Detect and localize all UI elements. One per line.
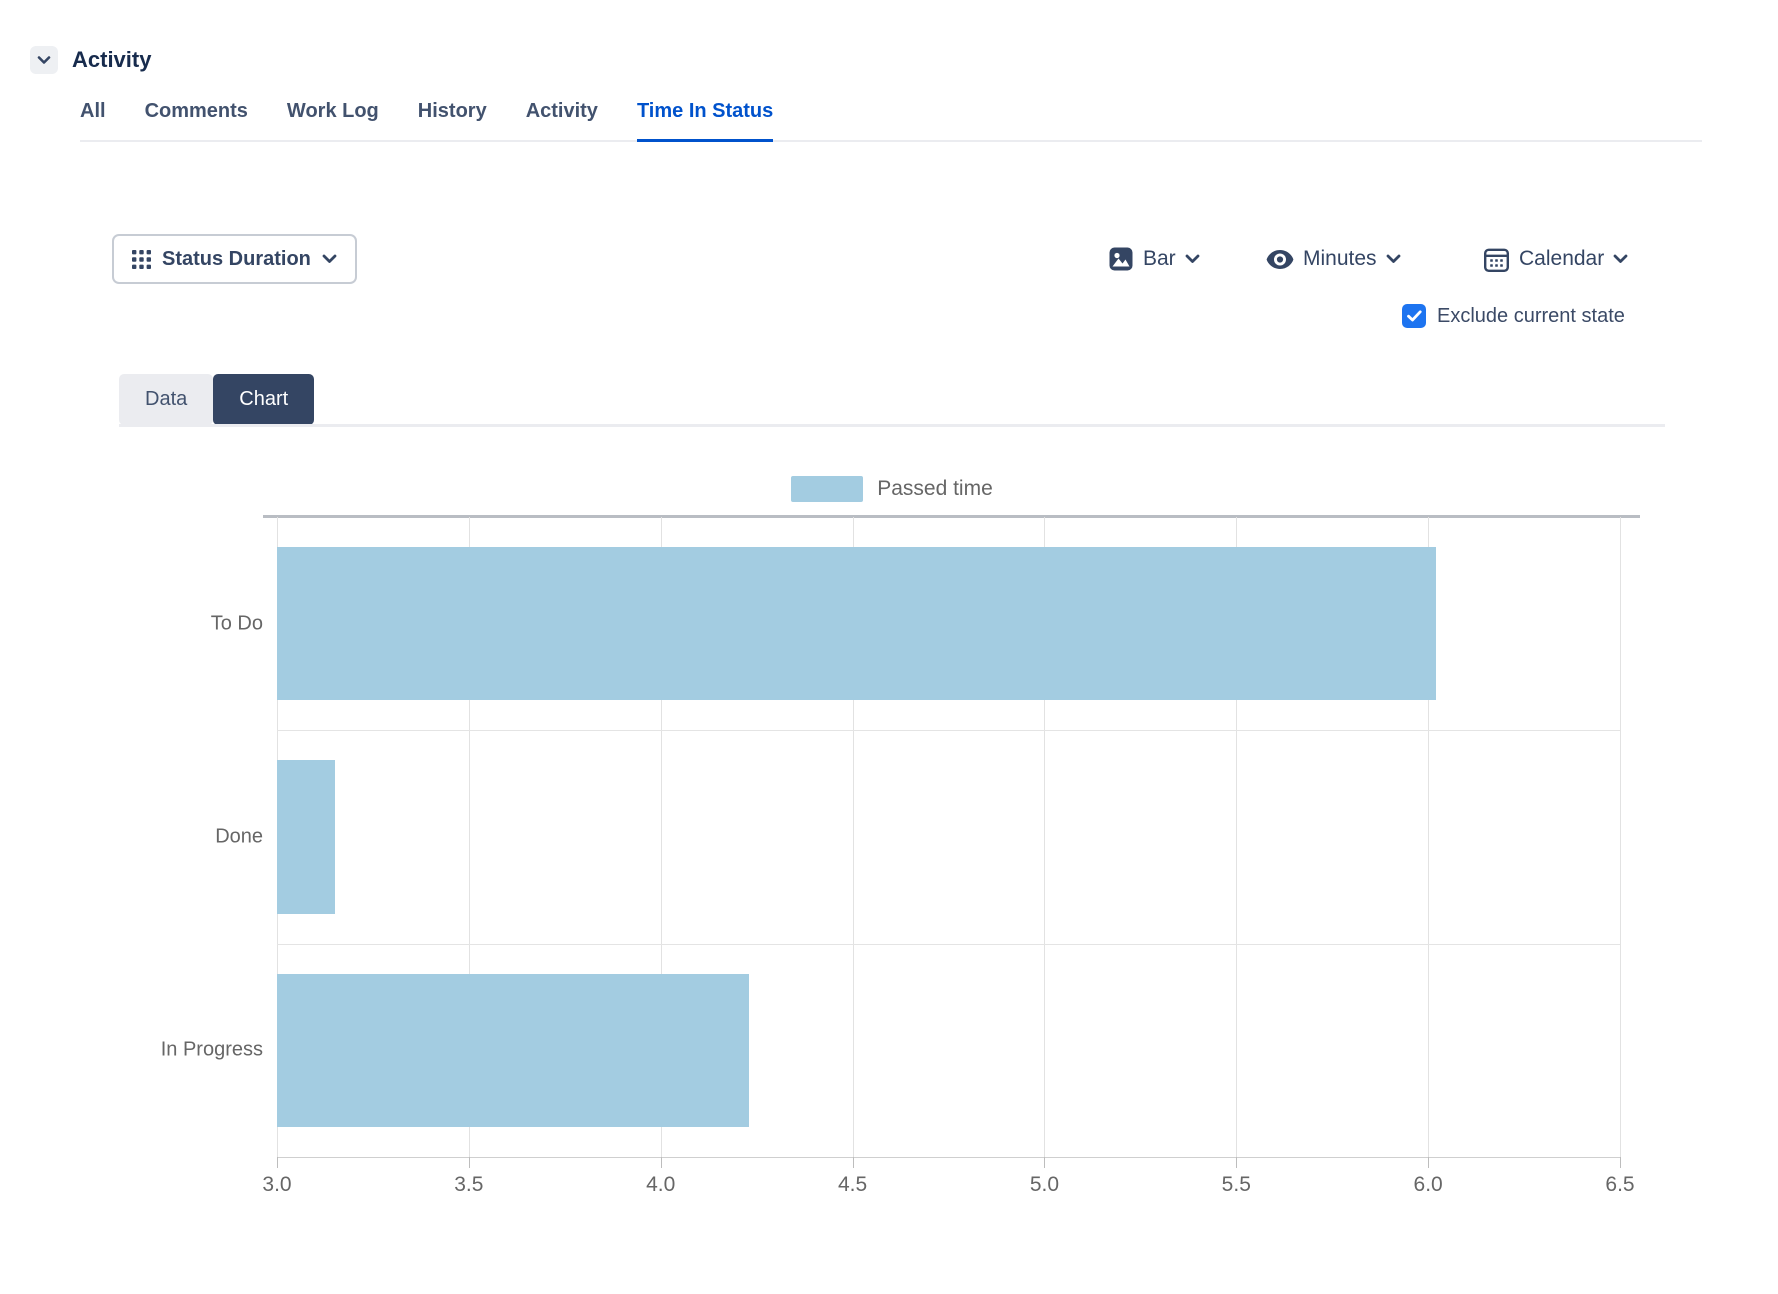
chart-type-select[interactable]: Bar — [1108, 240, 1200, 278]
image-icon — [1108, 246, 1134, 272]
chart-x-axis: 3.0 3.5 4.0 4.5 5.0 5.5 6.0 6.5 — [262, 1157, 1635, 1217]
x-tick-label: 5.0 — [1029, 1173, 1060, 1196]
time-unit-label: Minutes — [1303, 247, 1377, 270]
x-tick-label: 3.0 — [262, 1173, 292, 1196]
tab-history[interactable]: History — [417, 100, 487, 122]
chart-type-label: Bar — [1143, 247, 1176, 270]
tick-mark — [1236, 1157, 1238, 1168]
tab-time-in-status[interactable]: Time In Status — [636, 100, 774, 142]
category-label: Done — [215, 825, 263, 848]
calendar-icon — [1483, 246, 1510, 273]
gridline — [1044, 517, 1046, 1157]
chevron-down-icon — [1185, 254, 1200, 264]
tick-mark — [468, 1157, 470, 1168]
status-duration-label: Status Duration — [162, 247, 311, 270]
tick-mark — [1044, 1157, 1046, 1168]
gridline — [852, 517, 854, 1157]
x-tick-label: 4.0 — [646, 1173, 676, 1196]
x-tick-label: 5.5 — [1221, 1173, 1251, 1196]
data-view-button[interactable]: Data — [119, 374, 214, 425]
chart-bottom-axis-line — [277, 1157, 1620, 1158]
chart-plot-area: To Do Done In Progress — [161, 517, 1621, 1158]
tick-mark — [1620, 1157, 1621, 1168]
chevron-down-icon — [322, 254, 337, 264]
tab-activity[interactable]: Activity — [525, 100, 598, 122]
tick-mark — [852, 1157, 854, 1168]
bar-in-progress — [277, 973, 749, 1128]
tick-mark — [277, 1157, 278, 1168]
chart-view-button[interactable]: Chart — [213, 374, 315, 425]
bar-row-in-progress: In Progress — [161, 944, 1620, 1157]
exclude-current-state-row: Exclude current state — [1402, 304, 1625, 328]
category-label: In Progress — [160, 1038, 263, 1061]
time-unit-select[interactable]: Minutes — [1266, 240, 1401, 278]
chevron-down-icon — [37, 55, 51, 65]
collapse-activity-button[interactable] — [30, 46, 58, 74]
eye-icon — [1266, 249, 1294, 270]
view-toggle: Data Chart — [119, 374, 315, 425]
checkmark-icon — [1406, 310, 1422, 322]
x-tick-label: 6.0 — [1413, 1173, 1443, 1196]
tick-mark — [660, 1157, 662, 1168]
gridline — [660, 517, 662, 1157]
bar-row-to-do: To Do — [211, 517, 1620, 730]
gridline — [1620, 517, 1621, 1157]
tab-all[interactable]: All — [80, 100, 106, 122]
tab-work-log[interactable]: Work Log — [286, 100, 379, 122]
grid-icon — [132, 249, 151, 269]
x-tick-label: 3.5 — [454, 1173, 484, 1196]
tab-comments[interactable]: Comments — [144, 100, 248, 122]
page-title: Activity — [72, 47, 152, 72]
x-tick-label: 6.5 — [1605, 1173, 1635, 1196]
chevron-down-icon — [1386, 254, 1401, 264]
category-label: To Do — [210, 612, 263, 635]
bar-done — [277, 760, 335, 914]
chart-top-axis-line — [263, 515, 1640, 518]
status-duration-select[interactable]: Status Duration — [112, 234, 357, 284]
exclude-current-state-checkbox[interactable] — [1402, 304, 1426, 328]
x-tick-label: 4.5 — [837, 1173, 868, 1196]
chevron-down-icon — [1613, 254, 1628, 264]
exclude-current-state-label: Exclude current state — [1437, 304, 1625, 327]
calendar-select[interactable]: Calendar — [1483, 240, 1628, 278]
activity-header: Activity — [30, 46, 151, 74]
row-separator — [277, 730, 1620, 732]
gridline — [468, 517, 470, 1157]
section-divider — [119, 424, 1665, 427]
calendar-label: Calendar — [1519, 247, 1605, 270]
chart-legend[interactable]: Passed time — [119, 476, 1665, 502]
bar-row-done: Done — [215, 730, 1620, 943]
row-separator — [277, 943, 1620, 945]
legend-swatch — [791, 476, 864, 502]
bar-to-do — [277, 546, 1436, 701]
legend-label: Passed time — [877, 477, 993, 500]
gridline — [1428, 517, 1430, 1157]
tick-mark — [1428, 1157, 1430, 1168]
activity-tabs: All Comments Work Log History Activity Time I… — [80, 100, 1702, 142]
gridline — [1236, 517, 1238, 1157]
